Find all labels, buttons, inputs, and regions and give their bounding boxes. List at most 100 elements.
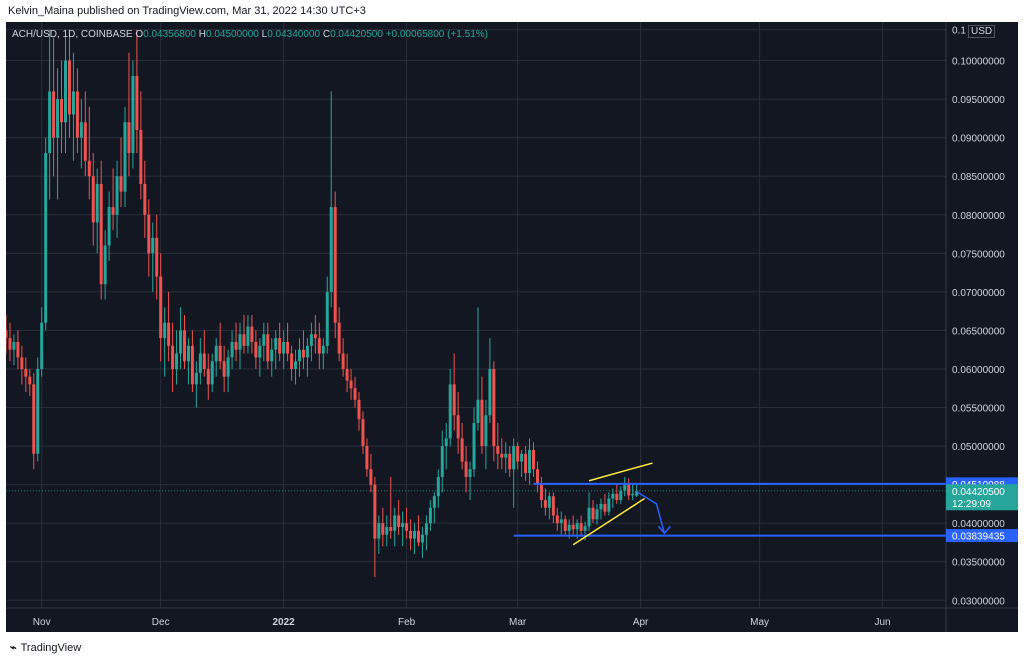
- candle-up: [623, 484, 627, 491]
- chart-frame[interactable]: 0.1 0.10000000 0.09500000 0.09000000 0.08500…: [6, 22, 1018, 632]
- time-tick-label: Apr: [633, 617, 649, 628]
- candle-up: [476, 399, 480, 423]
- candle-down: [535, 469, 539, 485]
- candle-down: [222, 361, 226, 377]
- candle-down: [389, 527, 393, 531]
- candle-up: [575, 523, 579, 530]
- price-tick-label: 0.08500000: [952, 172, 1005, 183]
- candle-down: [539, 484, 543, 501]
- candle-up: [79, 122, 83, 138]
- candle-down: [551, 496, 555, 516]
- price-label-box: [946, 529, 1018, 543]
- candle-down: [6, 330, 8, 339]
- candle-up: [420, 534, 424, 543]
- candle-down: [83, 122, 87, 161]
- price-tick-label: 0.07000000: [952, 288, 1005, 299]
- candle-down: [24, 368, 28, 377]
- price-label-text: 0.04420500: [952, 487, 1005, 498]
- symbol-name[interactable]: ACH/USD, 1D, COINBASE: [12, 29, 133, 40]
- candle-down: [234, 341, 238, 350]
- close-value-legend: C0.04420500: [322, 29, 383, 40]
- time-tick-label: May: [750, 617, 769, 628]
- candle-down: [20, 357, 24, 369]
- price-axis[interactable]: [946, 22, 1018, 608]
- price-tick-label: 0.03000000: [952, 596, 1005, 607]
- time-axis-ticks[interactable]: Nov Dec 2022 Feb Mar Apr May Jun: [33, 617, 891, 628]
- candle-up: [401, 523, 405, 528]
- candle-up: [151, 237, 155, 254]
- candle-down: [571, 524, 575, 530]
- candle-down: [460, 438, 464, 462]
- candlestick-chart[interactable]: 0.1 0.10000000 0.09500000 0.09000000 0.08500…: [6, 22, 1018, 632]
- change-value: +0.00065800 (+1.51%): [385, 29, 488, 40]
- candle-up: [472, 422, 476, 470]
- price-tick-label: 0.03500000: [952, 558, 1005, 569]
- brand[interactable]: ⌁ TradingView: [10, 641, 81, 654]
- candle-up: [635, 490, 639, 496]
- candle-down: [254, 341, 258, 358]
- footer: ⌁ TradingView: [0, 636, 1024, 660]
- candle-up: [631, 493, 635, 496]
- candle-up: [230, 341, 234, 358]
- candle-down: [67, 60, 71, 115]
- candle-up: [611, 493, 615, 499]
- candle-up: [413, 530, 417, 539]
- candle-down: [500, 453, 504, 458]
- candle-up: [444, 438, 448, 447]
- candle-down: [405, 523, 409, 531]
- candle-up: [547, 496, 551, 508]
- candle-up: [325, 291, 329, 346]
- symbol-legend: ACH/USD, 1D, COINBASE O0.04356800 H0.045…: [12, 29, 488, 40]
- candle-up: [448, 384, 452, 439]
- candle-up: [262, 334, 266, 346]
- price-tick-label: 0.06500000: [952, 326, 1005, 337]
- candle-up: [595, 509, 599, 520]
- candle-down: [317, 338, 321, 354]
- candle-down: [337, 322, 341, 354]
- candle-down: [301, 349, 305, 358]
- candle-up: [305, 345, 309, 358]
- candle-up: [599, 503, 603, 510]
- candle-down: [139, 129, 143, 184]
- channel-trend-line: [588, 462, 653, 482]
- price-tick-label: 0.05500000: [952, 404, 1005, 415]
- candle-down: [381, 523, 385, 535]
- time-tick-label: Jun: [874, 617, 890, 628]
- candle-up: [63, 60, 67, 123]
- candle-up: [123, 122, 127, 192]
- candle-up: [607, 498, 611, 512]
- time-tick-label: Nov: [33, 617, 51, 628]
- open-value-legend: O0.04356800: [135, 29, 196, 40]
- time-tick-label: Dec: [152, 617, 170, 628]
- candle-down: [52, 91, 56, 138]
- candle-down: [353, 388, 357, 400]
- time-tick-label: 2022: [273, 617, 296, 628]
- candle-up: [424, 523, 428, 535]
- candle-down: [60, 99, 64, 123]
- candle-down: [8, 338, 12, 350]
- candle-up: [40, 322, 44, 369]
- chart-background: [6, 22, 1018, 632]
- currency-badge[interactable]: USD: [968, 25, 996, 38]
- candle-up: [44, 153, 48, 323]
- candle-down: [365, 446, 369, 470]
- candle-down: [369, 469, 373, 485]
- candle-down: [615, 493, 619, 501]
- candle-down: [99, 183, 103, 285]
- candle-up: [428, 507, 432, 524]
- candle-down: [345, 368, 349, 381]
- candle-up: [186, 345, 190, 362]
- candle-up: [432, 496, 436, 508]
- candle-up: [48, 91, 52, 154]
- candle-up: [36, 368, 40, 454]
- candle-down: [397, 515, 401, 528]
- candle-up: [619, 490, 623, 501]
- candle-down: [147, 214, 151, 254]
- candles: [6, 29, 639, 578]
- time-tick-label: Feb: [398, 617, 416, 628]
- candle-up: [179, 330, 183, 354]
- candle-up: [226, 357, 230, 377]
- published-line: Kelvin_Maina published on TradingView.co…: [8, 5, 366, 17]
- candle-down: [218, 345, 222, 362]
- projection-arrow-head: [657, 525, 671, 535]
